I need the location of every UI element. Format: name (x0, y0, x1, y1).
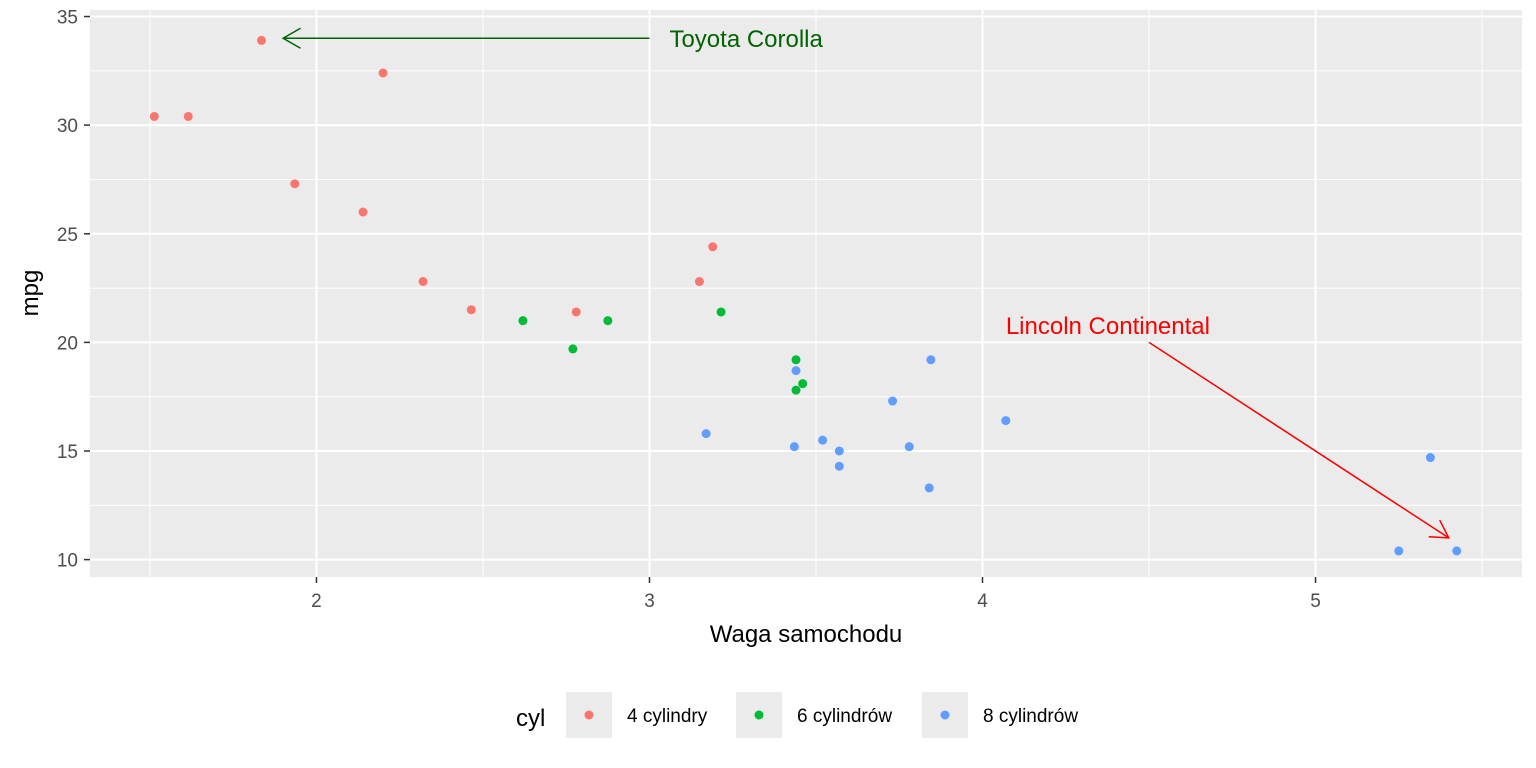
data-point-series-1 (418, 277, 428, 287)
data-point-series-1 (708, 242, 718, 252)
toyota-corolla-label: Toyota Corolla (669, 26, 823, 53)
data-point-series-2 (568, 344, 578, 354)
grid-major (90, 10, 1522, 577)
legend-marker-3 (940, 710, 950, 720)
y-axis: 10 15 20 25 30 35 (57, 8, 90, 572)
data-point-series-1 (183, 111, 193, 121)
data-point-series-1 (466, 305, 476, 315)
y-tick-label: 35 (57, 8, 78, 29)
data-point-series-3 (818, 435, 828, 445)
lincoln-continental-arrow-head (1428, 519, 1450, 539)
data-point-series-3 (1425, 453, 1435, 463)
y-tick-label: 30 (57, 116, 78, 137)
data-point-series-1 (257, 35, 267, 45)
data-point-series-1 (571, 307, 581, 317)
data-point-series-1 (358, 207, 368, 217)
data-points (149, 35, 1462, 556)
y-tick-label: 10 (57, 551, 78, 572)
data-point-series-2 (791, 355, 801, 365)
x-tick-label: 3 (644, 591, 655, 612)
data-point-series-3 (791, 366, 801, 376)
legend: cyl 4 cylindry 6 cylindrów 8 cylindrów (516, 692, 1078, 738)
data-point-series-3 (1001, 416, 1011, 426)
data-point-series-3 (1394, 546, 1404, 556)
data-point-series-1 (694, 277, 704, 287)
data-point-series-3 (1452, 546, 1462, 556)
y-axis-title: mpg (17, 270, 44, 317)
x-axis: 2 3 4 5 (311, 577, 1321, 612)
data-point-series-2 (798, 379, 808, 389)
legend-title: cyl (516, 705, 545, 732)
data-point-series-2 (716, 307, 726, 317)
data-point-series-3 (789, 442, 799, 452)
x-axis-title: Waga samochodu (710, 621, 903, 648)
x-tick-label: 2 (311, 591, 322, 612)
lincoln-continental-label: Lincoln Continental (1006, 313, 1210, 340)
data-point-series-3 (924, 483, 934, 493)
x-tick-label: 4 (977, 591, 988, 612)
data-point-series-3 (701, 429, 711, 439)
legend-marker-1 (584, 710, 594, 720)
plot-panel (90, 10, 1522, 577)
data-point-series-3 (926, 355, 936, 365)
legend-marker-2 (754, 710, 764, 720)
data-point-series-1 (149, 111, 159, 121)
data-point-series-1 (290, 179, 300, 189)
x-tick-label: 5 (1310, 591, 1321, 612)
grid-minor (90, 10, 1522, 577)
data-point-series-3 (904, 442, 914, 452)
data-point-series-1 (378, 68, 388, 78)
y-tick-label: 15 (57, 442, 78, 463)
data-point-series-3 (888, 396, 898, 406)
data-point-series-3 (834, 446, 844, 456)
data-point-series-3 (834, 461, 844, 471)
y-tick-label: 25 (57, 225, 78, 246)
legend-label-1: 4 cylindry (627, 706, 708, 727)
data-point-series-2 (518, 316, 528, 326)
legend-label-2: 6 cylindrów (797, 706, 892, 727)
legend-label-3: 8 cylindrów (983, 706, 1078, 727)
lincoln-continental-arrow-line (1148, 341, 1450, 539)
annotations: Toyota Corolla Lincoln Continental (281, 26, 1450, 539)
toyota-corolla-arrow-head (281, 27, 301, 49)
y-tick-label: 20 (57, 333, 78, 354)
data-point-series-2 (791, 385, 801, 395)
data-point-series-2 (603, 316, 613, 326)
